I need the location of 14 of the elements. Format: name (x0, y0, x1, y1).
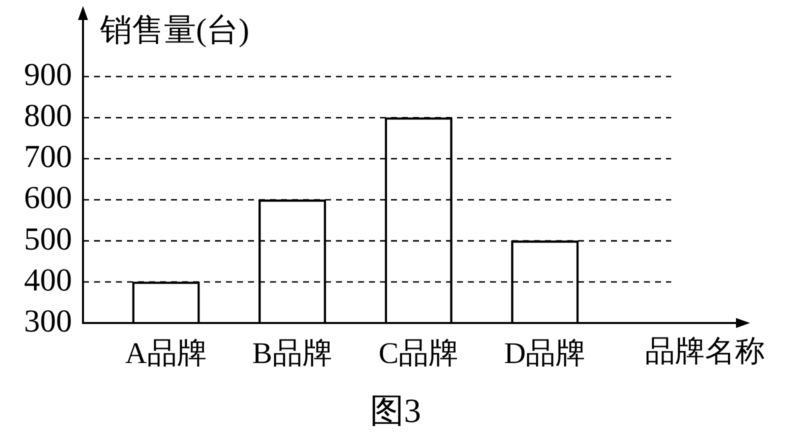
x-tick-label: D品牌 (504, 336, 586, 370)
x-tick-label: B品牌 (252, 336, 332, 370)
y-tick-label: 600 (24, 179, 72, 216)
y-tick-label: 300 (24, 302, 72, 338)
x-tick-label: C品牌 (378, 336, 459, 370)
caption: 图3 (370, 392, 421, 430)
y-tick-label: 900 (24, 56, 72, 92)
y-tick-label: 400 (24, 261, 72, 298)
x-tick-label: A品牌 (125, 336, 207, 370)
y-tick-label: 500 (24, 220, 72, 256)
y-tick-label: 700 (24, 138, 72, 174)
y-axis-title: 销售量(台) (99, 11, 250, 48)
x-axis-title: 品牌名称 (645, 334, 765, 368)
y-tick-label: 800 (24, 97, 72, 134)
